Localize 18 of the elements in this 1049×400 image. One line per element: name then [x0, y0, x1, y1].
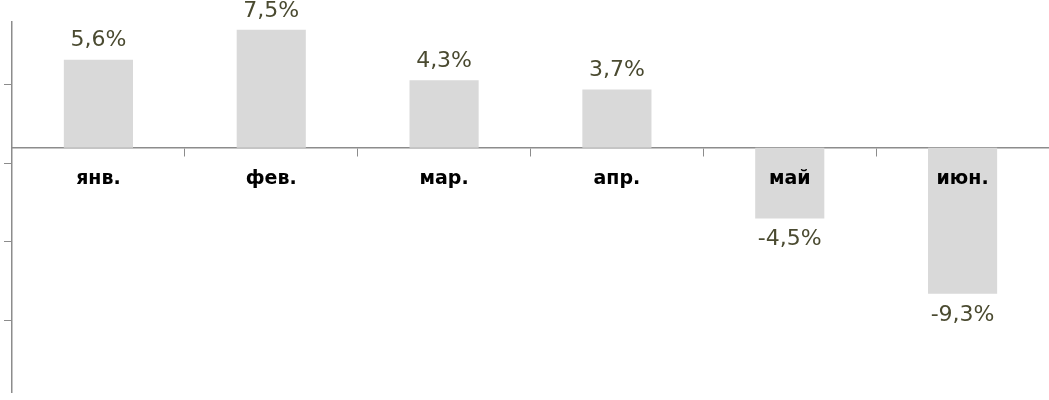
data-label: 3,7%: [588, 56, 645, 82]
x-tick-label: апр.: [593, 166, 641, 189]
data-label: -4,5%: [757, 225, 822, 251]
bar: [755, 147, 825, 219]
x-tick-label: янв.: [76, 166, 121, 189]
x-tick-label: мар.: [419, 166, 469, 189]
bar: [928, 147, 998, 294]
bar: [236, 29, 306, 148]
bar: [409, 80, 479, 148]
data-label: 7,5%: [243, 0, 300, 22]
x-tick-label: фев.: [245, 166, 297, 189]
x-tick-label: май: [768, 166, 811, 189]
data-label: 4,3%: [416, 46, 473, 72]
bar: [582, 89, 652, 148]
data-label: -9,3%: [930, 300, 995, 326]
bar: [63, 59, 133, 148]
data-label: 5,6%: [70, 26, 127, 52]
x-tick-label: июн.: [936, 166, 989, 189]
